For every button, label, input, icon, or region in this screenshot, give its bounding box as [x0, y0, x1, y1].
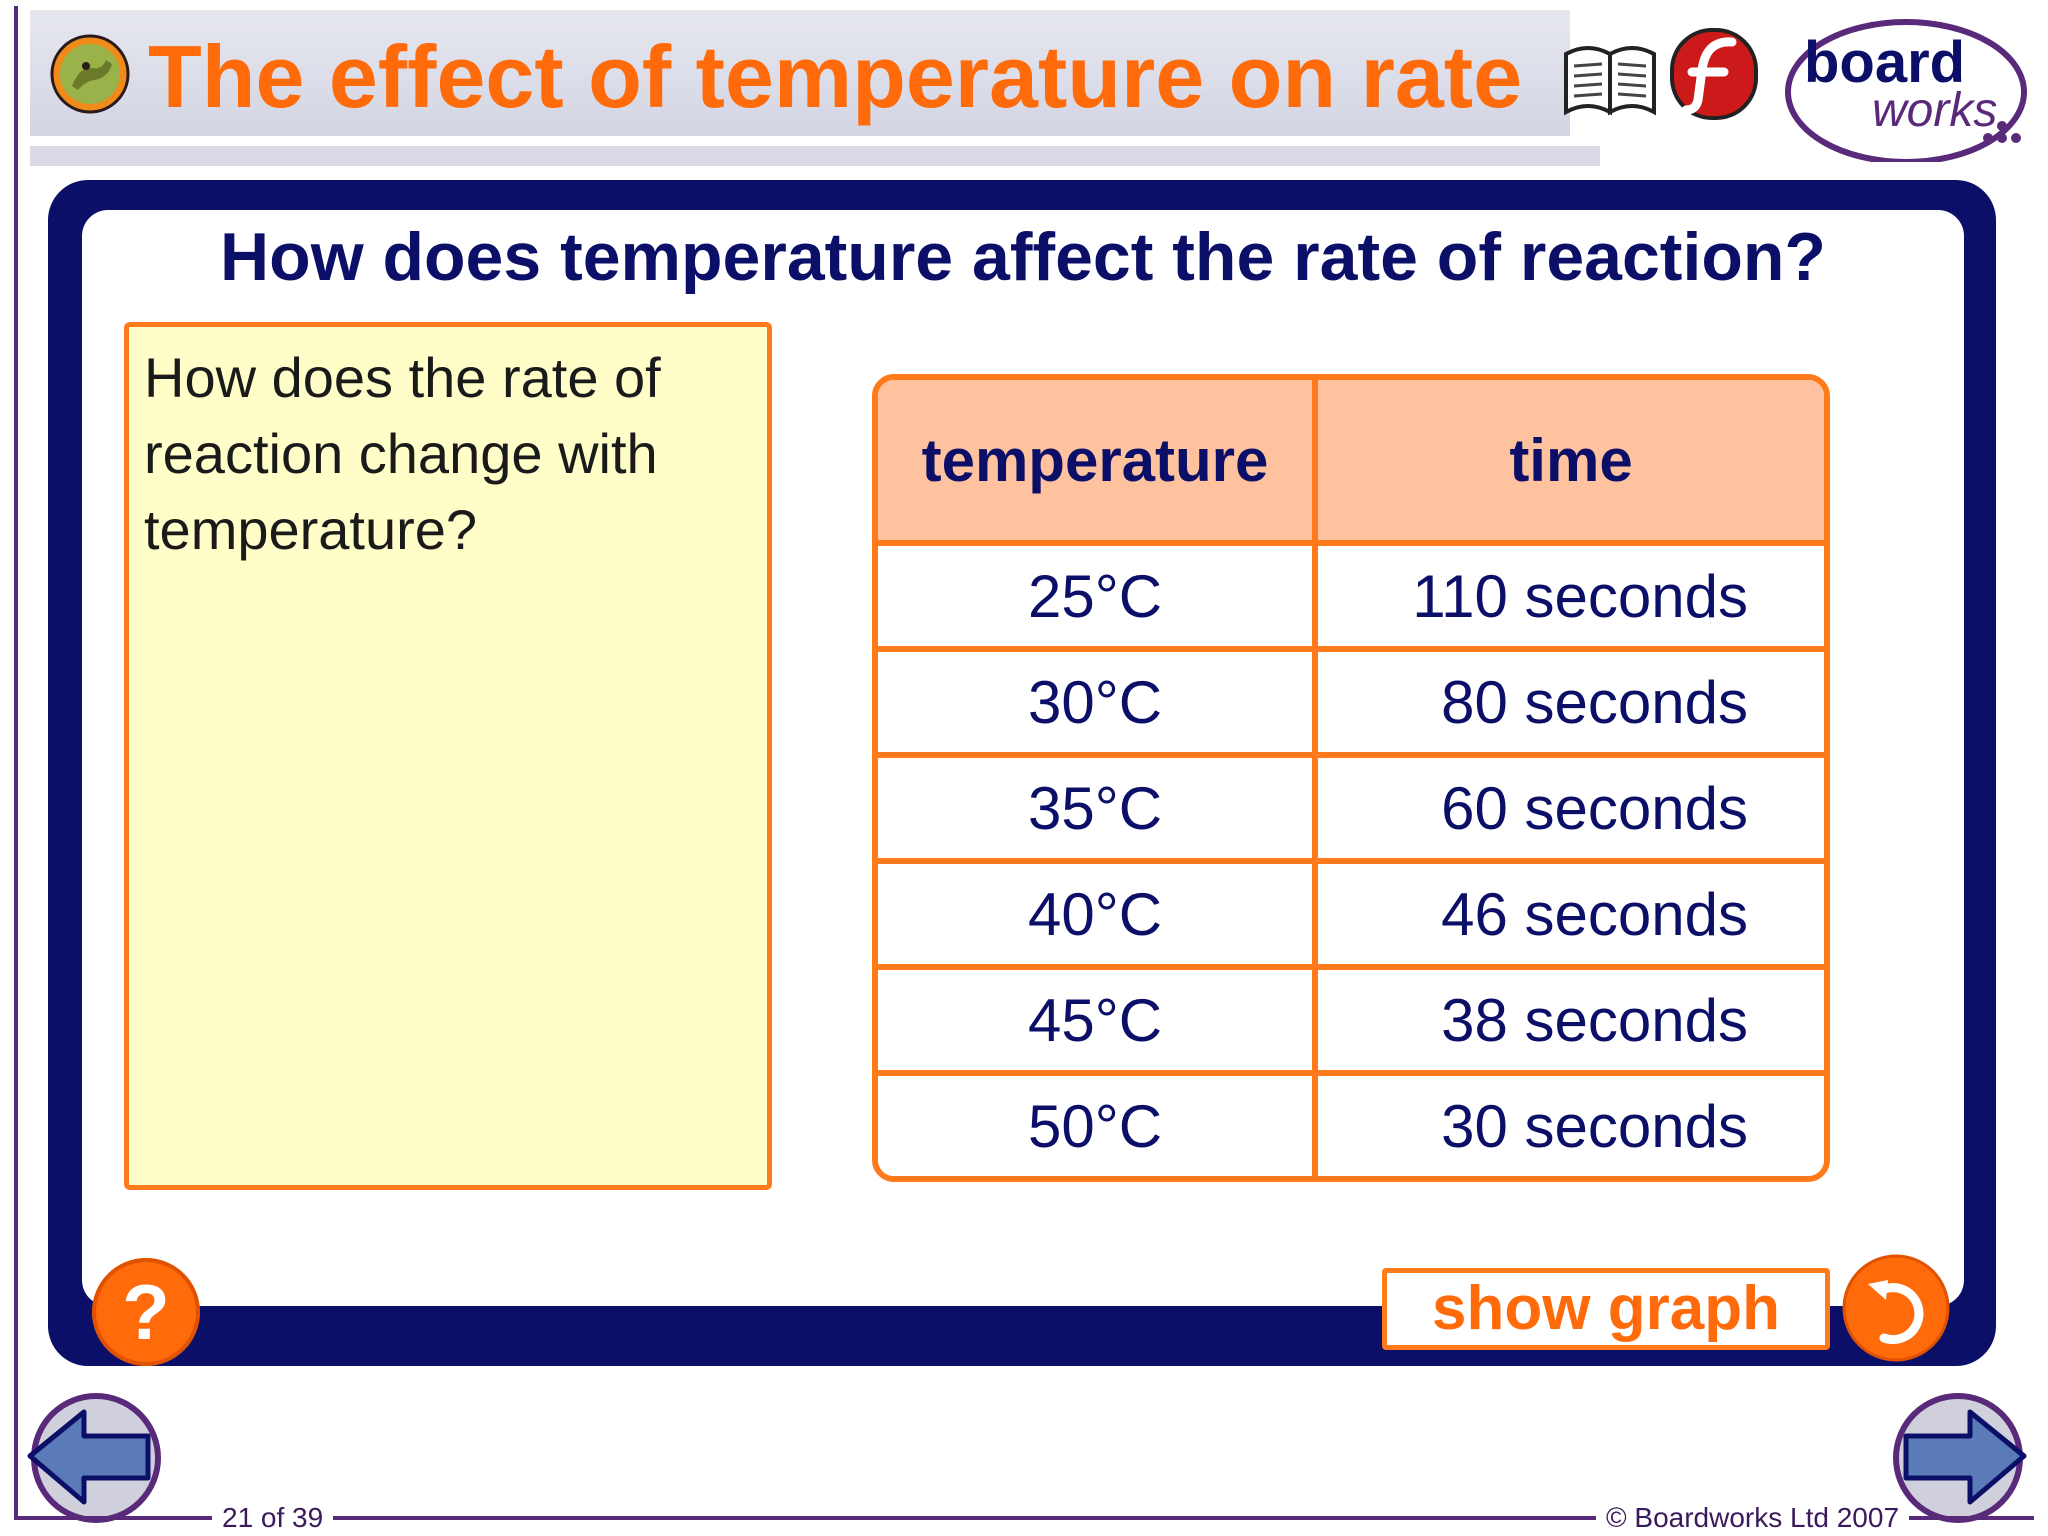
previous-slide-button[interactable]: [22, 1386, 162, 1526]
table-header-row: temperature time: [878, 380, 1824, 540]
temperature-cell: 35°C: [878, 752, 1318, 858]
temperature-cell: 50°C: [878, 1070, 1318, 1176]
time-cell: 80 seconds: [1318, 646, 1824, 752]
flash-icon[interactable]: [1668, 26, 1760, 122]
table-row: 40°C 46 seconds: [878, 858, 1824, 964]
left-arrow-icon: [27, 1409, 151, 1505]
header-temperature: temperature: [878, 380, 1318, 540]
temperature-cell: 45°C: [878, 964, 1318, 1070]
brand-bottom: works: [1872, 84, 1997, 137]
show-graph-button[interactable]: show graph: [1382, 1268, 1830, 1350]
time-cell: 110 seconds: [1318, 540, 1824, 646]
temperature-cell: 30°C: [878, 646, 1318, 752]
brand-top: board: [1804, 30, 1965, 95]
boardworks-logo[interactable]: board works: [1782, 10, 2034, 162]
table-row: 45°C 38 seconds: [878, 964, 1824, 1070]
header-underline: [30, 146, 1600, 166]
time-cell: 60 seconds: [1318, 752, 1824, 858]
character-logo-icon: [50, 34, 130, 114]
frame-left-border: [14, 6, 18, 1516]
reset-icon: [1868, 1280, 1924, 1345]
copyright: © Boardworks Ltd 2007: [1596, 1502, 1910, 1534]
time-cell: 46 seconds: [1318, 858, 1824, 964]
temperature-time-table: temperature time 25°C 110 seconds 30°C 8…: [872, 374, 1830, 1182]
table-row: 35°C 60 seconds: [878, 752, 1824, 858]
header-time: time: [1318, 380, 1824, 540]
time-cell: 38 seconds: [1318, 964, 1824, 1070]
time-cell: 30 seconds: [1318, 1070, 1824, 1176]
prompt-box: [124, 322, 772, 1190]
table-row: 50°C 30 seconds: [878, 1070, 1824, 1176]
temperature-cell: 40°C: [878, 858, 1318, 964]
table-row: 25°C 110 seconds: [878, 540, 1824, 646]
page-title: The effect of temperature on rate: [148, 27, 1523, 126]
slide-question: How does temperature affect the rate of …: [220, 219, 1826, 295]
table-row: 30°C 80 seconds: [878, 646, 1824, 752]
book-icon[interactable]: [1560, 34, 1660, 120]
temperature-cell: 25°C: [878, 540, 1318, 646]
right-arrow-icon: [1903, 1409, 2027, 1505]
prompt-text: How does the rate of reaction change wit…: [144, 346, 661, 561]
slide-number: 21 of 39: [212, 1502, 334, 1534]
help-button[interactable]: ?: [92, 1258, 200, 1366]
header-band: [30, 10, 1570, 136]
next-slide-button[interactable]: [1892, 1386, 2032, 1526]
footer-line: [14, 1516, 2034, 1520]
reset-button[interactable]: [1842, 1254, 1950, 1362]
